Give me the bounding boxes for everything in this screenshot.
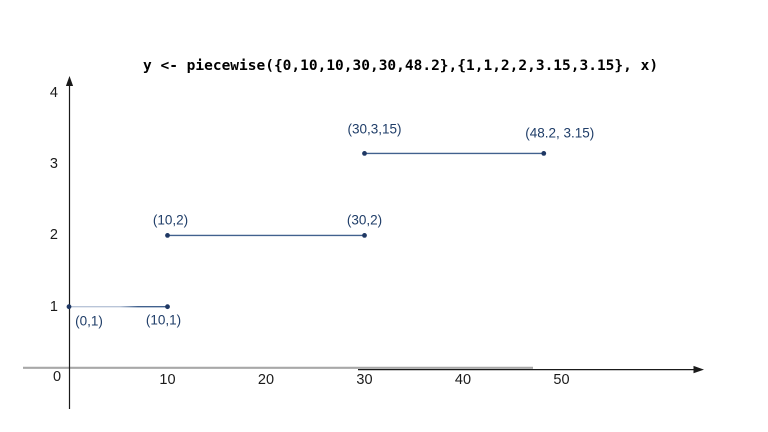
segment-1-point-0	[66, 304, 72, 310]
chart-title: y <- piecewise({0,10,10,30,30,48.2},{1,1…	[143, 58, 659, 74]
origin-tick-label: 0	[52, 369, 62, 385]
segment-2-point-label-0: (10,2)	[152, 212, 189, 228]
segment-2-point-label-1: (30,2)	[346, 212, 383, 228]
x-tick-label-20: 20	[257, 372, 275, 388]
segment-3-point-1	[541, 151, 547, 156]
y-tick-label-3: 3	[49, 156, 58, 173]
x-tick-label-50: 50	[553, 372, 570, 388]
x-tick-label-40: 40	[454, 372, 472, 388]
segment-3-point-label-0: (30,3,15)	[347, 121, 402, 137]
y-tick-label-4: 4	[49, 84, 58, 101]
x-tick-label-30: 30	[356, 372, 373, 388]
y-tick-label-2: 2	[49, 227, 58, 244]
x-axis-arrowhead-icon	[693, 365, 704, 374]
segment-2-point-1	[362, 233, 367, 238]
segment-2-point-0	[165, 233, 170, 238]
y-axis-arrowhead-icon	[65, 76, 74, 86]
segment-3-point-label-1: (48.2, 3.15)	[525, 125, 595, 141]
segment-1-point-label-0: (0,1)	[75, 313, 103, 329]
segment-1-point-1	[165, 304, 170, 310]
y-tick-label-1: 1	[49, 298, 58, 315]
segment-3-point-0	[362, 151, 367, 156]
segment-1-point-label-1: (10,1)	[145, 312, 182, 328]
x-tick-label-10: 10	[159, 372, 176, 388]
